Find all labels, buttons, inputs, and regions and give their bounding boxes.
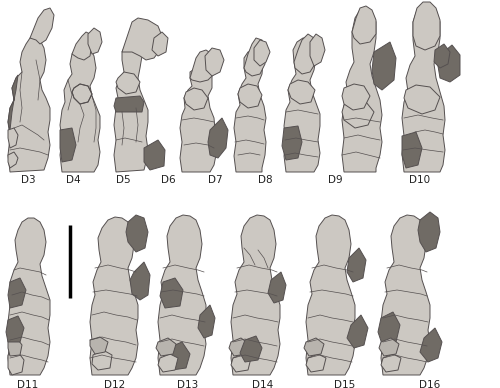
Polygon shape (288, 80, 315, 104)
Polygon shape (92, 350, 112, 370)
Polygon shape (208, 118, 228, 158)
Text: D9: D9 (328, 175, 342, 185)
Text: D14: D14 (252, 380, 274, 388)
Polygon shape (238, 84, 262, 108)
Polygon shape (434, 44, 450, 68)
Polygon shape (342, 84, 370, 110)
Polygon shape (306, 215, 355, 375)
Polygon shape (8, 218, 50, 375)
Text: D12: D12 (104, 380, 126, 388)
Text: D8: D8 (258, 175, 272, 185)
Polygon shape (114, 96, 144, 112)
Polygon shape (8, 75, 18, 130)
Text: D3: D3 (20, 175, 36, 185)
Polygon shape (158, 354, 178, 372)
Polygon shape (352, 6, 376, 44)
Polygon shape (304, 338, 324, 356)
Polygon shape (198, 305, 215, 338)
Polygon shape (205, 48, 224, 76)
Polygon shape (190, 50, 216, 82)
Polygon shape (413, 2, 440, 50)
Text: D10: D10 (410, 175, 430, 185)
Polygon shape (342, 100, 374, 128)
Polygon shape (164, 342, 190, 370)
Text: D7: D7 (208, 175, 222, 185)
Polygon shape (231, 215, 280, 375)
Polygon shape (438, 45, 460, 82)
Polygon shape (30, 8, 54, 44)
Polygon shape (418, 212, 440, 252)
Polygon shape (420, 328, 442, 362)
Polygon shape (284, 38, 320, 172)
Polygon shape (88, 28, 102, 54)
Polygon shape (130, 262, 150, 300)
Polygon shape (160, 278, 183, 308)
Polygon shape (8, 128, 18, 148)
Polygon shape (184, 88, 208, 110)
Polygon shape (152, 32, 168, 56)
Polygon shape (231, 354, 251, 372)
Polygon shape (347, 315, 368, 348)
Polygon shape (90, 217, 138, 375)
Polygon shape (156, 338, 176, 356)
Polygon shape (282, 126, 302, 160)
Text: D6: D6 (160, 175, 176, 185)
Polygon shape (72, 84, 92, 104)
Text: D15: D15 (334, 380, 355, 388)
Polygon shape (90, 337, 108, 354)
Polygon shape (144, 140, 165, 170)
Polygon shape (342, 8, 382, 172)
Polygon shape (116, 72, 140, 94)
Polygon shape (60, 128, 76, 162)
Polygon shape (114, 32, 148, 172)
Polygon shape (234, 50, 266, 172)
Polygon shape (240, 336, 262, 362)
Polygon shape (402, 4, 445, 172)
Polygon shape (72, 32, 92, 60)
Polygon shape (402, 132, 422, 168)
Polygon shape (372, 42, 396, 90)
Text: D16: D16 (420, 380, 440, 388)
Text: D5: D5 (116, 175, 130, 185)
Polygon shape (8, 36, 50, 172)
Polygon shape (6, 316, 24, 342)
Polygon shape (378, 312, 400, 344)
Polygon shape (229, 338, 249, 356)
Text: D13: D13 (178, 380, 199, 388)
Text: D11: D11 (18, 380, 38, 388)
Polygon shape (268, 272, 286, 303)
Polygon shape (254, 40, 270, 66)
Polygon shape (310, 34, 325, 66)
Polygon shape (8, 278, 26, 308)
Polygon shape (8, 352, 24, 375)
Text: D4: D4 (66, 175, 80, 185)
Polygon shape (60, 46, 100, 172)
Polygon shape (294, 34, 317, 74)
Polygon shape (244, 38, 266, 76)
Polygon shape (381, 215, 430, 375)
Polygon shape (379, 338, 399, 356)
Polygon shape (180, 66, 216, 172)
Polygon shape (404, 85, 440, 114)
Polygon shape (381, 354, 401, 372)
Polygon shape (8, 152, 18, 168)
Polygon shape (306, 354, 326, 372)
Polygon shape (347, 248, 366, 282)
Polygon shape (122, 18, 162, 60)
Polygon shape (158, 215, 206, 375)
Polygon shape (126, 215, 148, 252)
Polygon shape (8, 337, 22, 356)
